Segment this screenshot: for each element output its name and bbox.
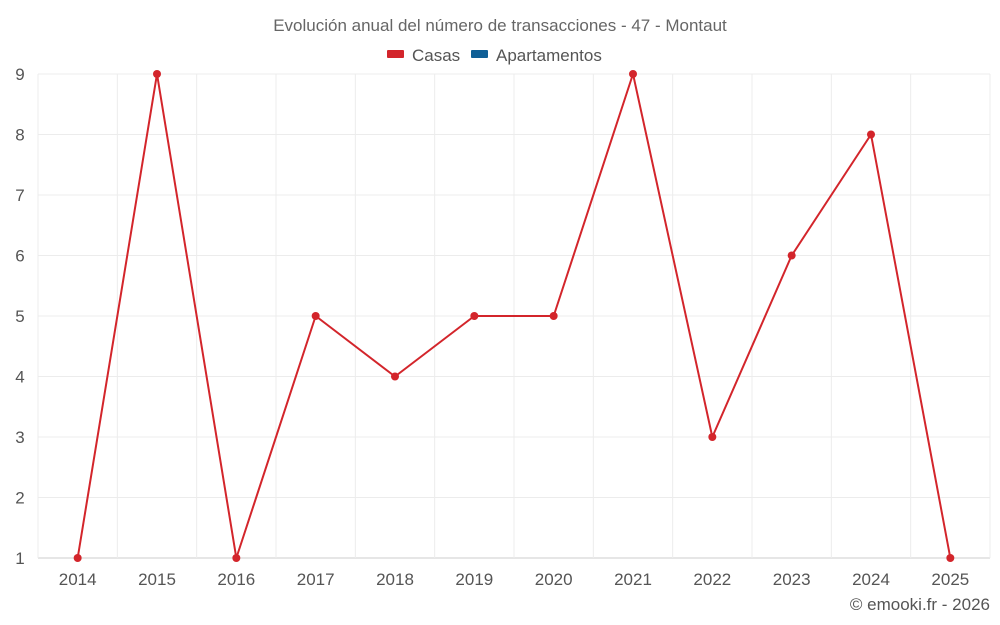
credit-text: © emooki.fr - 2026 [850, 595, 990, 614]
legend-label-apartamentos[interactable]: Apartamentos [496, 46, 602, 65]
data-point-2024[interactable] [867, 130, 875, 139]
x-tick-label-2022: 2022 [693, 570, 731, 589]
data-point-2022[interactable] [708, 433, 717, 441]
x-tick-label-2019: 2019 [455, 570, 493, 589]
y-tick-label-7: 7 [15, 186, 24, 205]
y-tick-label-1: 1 [15, 549, 24, 568]
x-tick-label-2020: 2020 [535, 570, 573, 589]
data-point-2025[interactable] [946, 554, 955, 562]
x-tick-label-2016: 2016 [217, 570, 255, 589]
x-axis: 2014 2015 2016 2017 2018 2019 2020 2021 2022 2023… [59, 570, 969, 589]
x-tick-label-2018: 2018 [376, 570, 414, 589]
data-point-2023[interactable] [787, 251, 796, 260]
x-tick-label-2021: 2021 [614, 570, 652, 589]
data-point-2018[interactable] [391, 372, 399, 381]
x-tick-label-2024: 2024 [852, 570, 890, 589]
y-tick-label-9: 9 [15, 65, 24, 84]
data-point-2021[interactable] [629, 70, 637, 78]
legend-swatch-casas [387, 50, 404, 58]
grid-vertical [37, 74, 991, 558]
y-tick-label-4: 4 [15, 368, 24, 387]
x-tick-label-2025: 2025 [931, 570, 969, 589]
x-tick-label-2017: 2017 [297, 570, 335, 589]
data-point-2016[interactable] [232, 554, 241, 562]
y-tick-label-2: 2 [15, 489, 24, 508]
y-axis: 1 2 3 4 5 6 7 8 9 [15, 65, 24, 568]
y-tick-label-3: 3 [15, 428, 24, 447]
data-point-2017[interactable] [311, 312, 320, 320]
legend-swatch-apartamentos [471, 50, 488, 58]
data-point-2020[interactable] [549, 312, 558, 320]
data-point-2014[interactable] [73, 554, 82, 562]
y-tick-label-8: 8 [15, 126, 24, 145]
y-tick-label-6: 6 [15, 247, 24, 266]
x-tick-label-2014: 2014 [59, 570, 97, 589]
legend-label-casas[interactable]: Casas [412, 46, 460, 65]
data-point-2015[interactable] [153, 70, 161, 78]
legend: Casas Apartamentos [387, 46, 602, 65]
x-tick-label-2015: 2015 [138, 570, 176, 589]
series-casas [73, 70, 955, 562]
y-tick-label-5: 5 [15, 307, 24, 326]
chart-title: Evolución anual del número de transaccio… [273, 16, 727, 35]
x-tick-label-2023: 2023 [773, 570, 811, 589]
series-line-casas [76, 73, 952, 559]
data-point-2019[interactable] [470, 312, 479, 320]
